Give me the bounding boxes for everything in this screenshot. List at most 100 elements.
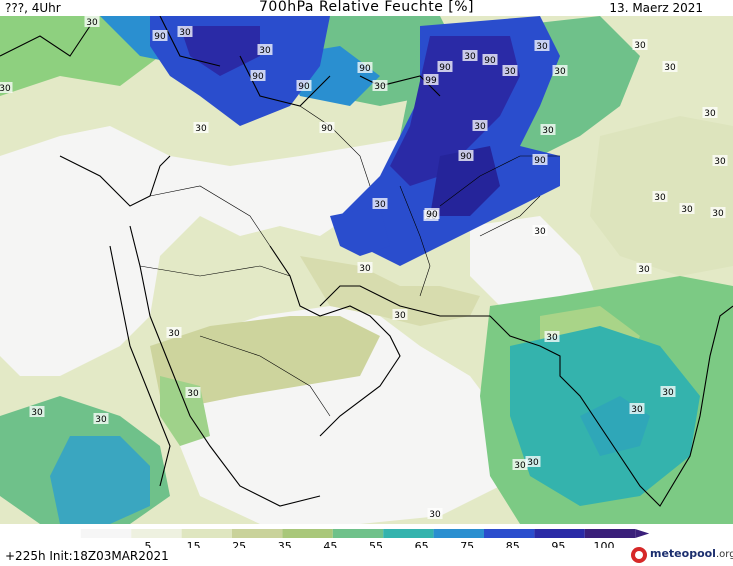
contour-label: 30 [168, 329, 180, 339]
contour-label: 30 [638, 265, 650, 275]
colorbar-swatch [433, 529, 484, 538]
contour-label-bg [0, 82, 13, 93]
contour-label-bg [29, 406, 45, 417]
colorbar-swatch [332, 529, 384, 538]
logo-text: meteopool.org [650, 547, 733, 560]
colorbar-swatch [383, 529, 434, 538]
contour-label: 30 [179, 28, 191, 38]
contour-label-bg [534, 40, 550, 51]
contour-label-bg [250, 70, 266, 81]
contour-label-bg [152, 30, 168, 41]
colorbar-tick-label: 100 [594, 540, 615, 548]
contour-label: 30 [712, 209, 724, 219]
contour-label: 90 [484, 56, 496, 66]
colorbar-tick-label: 55 [369, 540, 383, 548]
contour-label-bg [372, 80, 388, 91]
humid-regions [50, 16, 700, 524]
logo-suffix: .org [715, 549, 733, 560]
header: ???, 4Uhr 700hPa Relative Feuchte [%] 13… [0, 0, 733, 16]
contour-label: 30 [374, 200, 386, 210]
contour-label: 90 [154, 32, 166, 42]
footer: 5 15 25 35 45 55 65 75 85 95 100 +225h Init:18Z03M… [0, 524, 733, 566]
contour-label-bg [544, 331, 560, 342]
contour-label-bg [437, 61, 453, 72]
contour-label: 30 [359, 264, 371, 274]
map-title: 700hPa Relative Feuchte [%] [259, 0, 474, 15]
contour-label-bg [319, 122, 335, 133]
contour-label: 30 [662, 388, 674, 398]
contour-label-bg [357, 62, 373, 73]
contour-label: 90 [426, 210, 438, 220]
contour-label-bg [636, 263, 652, 274]
contour-label: 30 [259, 46, 271, 56]
colorbar-tick-label: 75 [460, 540, 474, 548]
contour-label: 30 [664, 63, 676, 73]
contour-label: 30 [394, 311, 406, 321]
contour-label-bg [502, 65, 518, 76]
contour-label: 30 [0, 84, 11, 94]
contour-label: 30 [534, 227, 546, 237]
contour-label: 30 [474, 122, 486, 132]
contour-label-bg [423, 74, 439, 85]
valid-date: 13. Maerz 2021 [609, 1, 703, 15]
contour-label: 90 [359, 64, 371, 74]
contour-label-bg [296, 80, 312, 91]
logo-icon [631, 547, 647, 563]
very-humid-regions [150, 16, 560, 266]
forecast-time-label: ???, 4Uhr [5, 1, 61, 15]
contour-label: 90 [439, 63, 451, 73]
contour-label-bg [185, 387, 201, 398]
contour-label: 30 [374, 82, 386, 92]
contour-label-bg [93, 413, 109, 424]
contour-label-bg [462, 50, 478, 61]
contour-label-bg [679, 203, 695, 214]
contour-label-bg [532, 225, 548, 236]
contour-label-bg [512, 459, 528, 470]
colorbar-swatch [181, 529, 232, 538]
colorbar-swatch [131, 529, 182, 538]
contour-label-bg [424, 208, 440, 219]
colorbar-swatch [232, 529, 283, 538]
contour-label: 30 [554, 67, 566, 77]
contour-label: 90 [298, 82, 310, 92]
colorbar-tick-label: 95 [551, 540, 565, 548]
colorbar-tick-label: 45 [323, 540, 337, 548]
contour-label: 90 [321, 124, 333, 134]
colorbar-swatch [584, 529, 636, 538]
colorbar-swatch [282, 529, 333, 538]
contour-label-bg [84, 16, 100, 27]
colorbar-swatch [80, 529, 132, 538]
contour-label: 30 [429, 510, 441, 520]
contour-label-bg [177, 26, 193, 37]
colorbar-tick-label: 15 [187, 540, 201, 548]
contour-label-bg [257, 44, 273, 55]
colorbar: 5 15 25 35 45 55 65 75 85 95 100 [80, 529, 650, 548]
contour-label-bg [193, 122, 209, 133]
contour-label-bg [392, 309, 408, 320]
contour-label: 30 [634, 41, 646, 51]
contour-label: 90 [252, 72, 264, 82]
contour-label-bg [632, 39, 648, 50]
contour-label: 30 [631, 405, 643, 415]
contour-label: 30 [714, 157, 726, 167]
contour-label-bg [652, 191, 668, 202]
contour-label: 30 [195, 124, 207, 134]
colorbar-tick-label: 5 [145, 540, 152, 548]
meteopool-logo[interactable]: meteopool.org [630, 545, 733, 565]
contour-label: 30 [654, 193, 666, 203]
contour-label: 30 [542, 126, 554, 136]
contour-label: 30 [527, 458, 539, 468]
contour-label-bg [532, 154, 548, 165]
contour-label: 30 [704, 109, 716, 119]
contour-label-bg [357, 262, 373, 273]
contour-label-bg [482, 54, 498, 65]
contour-label-bg [166, 327, 182, 338]
colorbar-tick-label: 65 [415, 540, 429, 548]
colorbar-tick-label: 85 [506, 540, 520, 548]
colorbar-tick-label: 35 [278, 540, 292, 548]
contour-label-bg [458, 150, 474, 161]
contour-label-bg [702, 107, 718, 118]
contour-label: 30 [187, 389, 199, 399]
